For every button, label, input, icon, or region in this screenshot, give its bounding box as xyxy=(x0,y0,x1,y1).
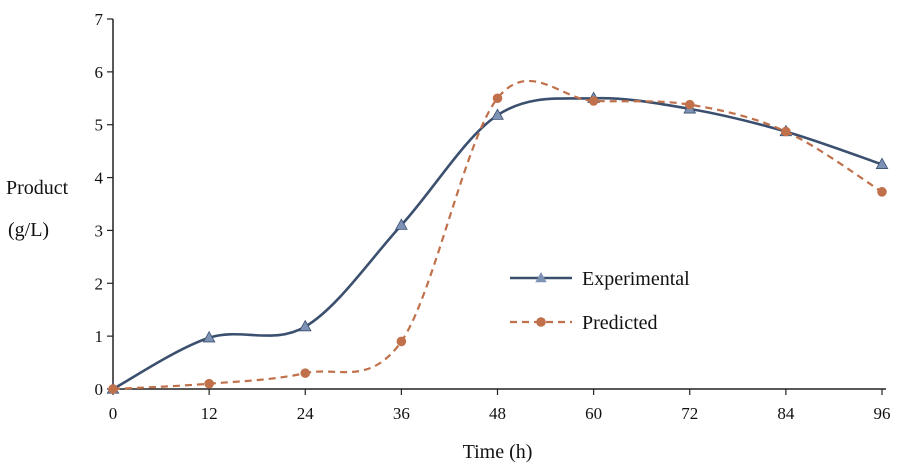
legend-item-experimental: Experimental xyxy=(510,268,690,290)
y-tick-label: 3 xyxy=(95,221,104,240)
data-point-experimental xyxy=(300,321,311,331)
y-axis-title-line-2: (g/L) xyxy=(8,219,49,241)
y-tick-label: 7 xyxy=(95,10,104,29)
y-axis-title-line-1: Product xyxy=(6,177,69,199)
x-tick-label: 0 xyxy=(109,404,118,423)
data-point-predicted xyxy=(781,127,791,137)
x-tick-label: 72 xyxy=(681,404,698,423)
y-tick-label: 1 xyxy=(95,327,104,346)
x-tick-label: 48 xyxy=(489,404,506,423)
data-point-predicted xyxy=(685,100,695,110)
data-point-experimental xyxy=(492,109,503,119)
y-tick-label: 6 xyxy=(95,63,104,82)
series-line-experimental xyxy=(113,98,882,389)
x-axis-ticks: 0 12 24 36 48 60 72 84 96 xyxy=(109,389,891,423)
x-axis-title: Time (h) xyxy=(463,441,533,463)
legend-label-experimental: Experimental xyxy=(582,268,690,290)
y-tick-label: 2 xyxy=(95,274,104,293)
data-point-predicted xyxy=(204,379,214,389)
legend-marker-predicted xyxy=(536,317,546,327)
data-point-predicted xyxy=(589,96,599,106)
legend-label-predicted: Predicted xyxy=(582,312,658,334)
y-axis-ticks: 0 1 2 3 4 5 6 7 xyxy=(95,10,114,399)
x-tick-label: 24 xyxy=(297,404,315,423)
data-point-predicted xyxy=(493,93,503,103)
legend: Experimental Predicted xyxy=(510,268,690,334)
data-point-predicted xyxy=(397,337,407,347)
y-tick-label: 5 xyxy=(95,116,104,135)
data-point-predicted xyxy=(108,384,118,394)
data-point-predicted xyxy=(877,187,887,197)
x-tick-label: 60 xyxy=(585,404,602,423)
x-tick-label: 36 xyxy=(393,404,410,423)
x-tick-label: 96 xyxy=(874,404,891,423)
legend-item-predicted: Predicted xyxy=(510,312,658,334)
data-point-predicted xyxy=(300,368,310,378)
y-tick-label: 0 xyxy=(95,380,104,399)
y-tick-label: 4 xyxy=(95,169,104,188)
x-tick-label: 84 xyxy=(777,404,795,423)
series-layer xyxy=(107,81,887,394)
x-tick-label: 12 xyxy=(201,404,218,423)
